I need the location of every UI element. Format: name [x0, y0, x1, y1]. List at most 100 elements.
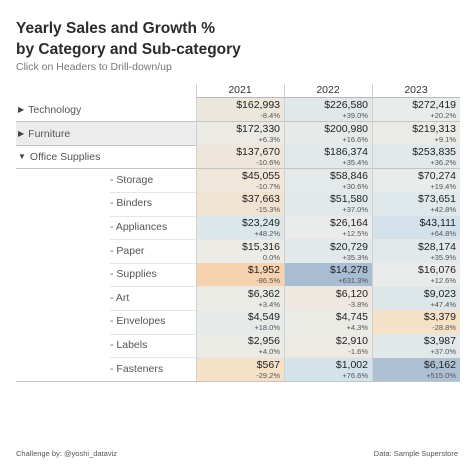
growth-percent: +39.0%	[342, 111, 368, 120]
growth-percent: +35.9%	[430, 252, 456, 262]
caret-right-icon[interactable]: ▶	[18, 128, 25, 138]
growth-percent: +18.0%	[254, 323, 280, 333]
growth-percent: +631.3%	[338, 276, 368, 286]
row-label-text: - Envelopes	[110, 315, 166, 328]
sales-cell-appliances-2021[interactable]: $23,249 +48.2%	[196, 216, 284, 240]
sales-value: $58,846	[330, 169, 368, 182]
sales-cell-supplies-2022[interactable]: $14,278 +631.3%	[284, 263, 372, 287]
caret-down-icon[interactable]: ▼	[18, 152, 26, 162]
sales-cell-appliances-2022[interactable]: $26,164 +12.5%	[284, 216, 372, 240]
sales-cell-paper-2022[interactable]: $20,729 +35.3%	[284, 239, 372, 264]
sales-cell-furniture-2022[interactable]: $200,980 +16.6%	[284, 121, 372, 146]
growth-percent: -15.3%	[256, 205, 280, 215]
growth-percent: +37.0%	[430, 347, 456, 356]
sales-cell-supplies-2023[interactable]: $16,076 +12.6%	[372, 263, 460, 287]
sales-cell-storage-2023[interactable]: $70,274 +19.4%	[372, 168, 460, 193]
year-header-2022: 2022	[316, 84, 340, 96]
subcategory-label-paper: - Paper	[110, 240, 144, 264]
sales-cell-fasteners-2022[interactable]: $1,002 +76.6%	[284, 357, 372, 382]
sales-value: $1,952	[247, 264, 280, 277]
sales-value: $73,651	[418, 193, 456, 206]
category-row-technology: ▶ Technology $162,993 -8.4% $226,580 +39.0% $2…	[16, 98, 460, 122]
column-separator	[196, 84, 197, 382]
column-separator	[284, 84, 285, 382]
growth-percent: -29.2%	[256, 370, 280, 380]
row-label-text: - Appliances	[110, 221, 168, 233]
sales-value: $2,910	[335, 335, 368, 347]
sales-value: $28,174	[418, 240, 456, 253]
sales-cell-paper-2021[interactable]: $15,316 0.0%	[196, 239, 284, 264]
row-label-text: Furniture	[28, 127, 71, 140]
subcategory-row-art: - Art $6,362 +3.4% $6,120 -3.8% $9,023 +47.4%	[16, 286, 460, 311]
growth-percent: +9.1%	[434, 134, 456, 144]
row-label-text: - Fasteners	[110, 362, 164, 375]
sales-cell-office-supplies-2022[interactable]: $186,374 +35.4%	[284, 145, 372, 169]
category-header-furniture[interactable]: ▶ Furniture	[18, 122, 70, 146]
sales-cell-paper-2023[interactable]: $28,174 +35.9%	[372, 239, 460, 264]
subcategory-row-storage: - Storage $45,055 -10.7% $58,846 +30.6% $70,2…	[16, 168, 460, 193]
sales-cell-furniture-2021[interactable]: $172,330 +6.3%	[196, 121, 284, 146]
growth-percent: +515.0%	[426, 370, 456, 380]
sales-cell-fasteners-2021[interactable]: $567 -29.2%	[196, 357, 284, 382]
sales-value: $37,663	[242, 193, 280, 206]
sales-cell-office-supplies-2023[interactable]: $253,835 +36.2%	[372, 145, 460, 169]
subcategory-label-fasteners: - Fasteners	[110, 358, 163, 382]
sales-cell-technology-2021[interactable]: $162,993 -8.4%	[196, 98, 284, 122]
subcategory-row-labels: - Labels $2,956 +4.0% $2,910 -1.6% $3,987 +37.…	[16, 334, 460, 358]
sales-value: $137,670	[236, 146, 280, 159]
category-band	[16, 121, 196, 146]
sales-cell-labels-2021[interactable]: $2,956 +4.0%	[196, 334, 284, 358]
growth-percent: -3.8%	[348, 299, 368, 309]
sales-cell-technology-2023[interactable]: $272,419 +20.2%	[372, 98, 460, 122]
sales-value: $9,023	[423, 287, 456, 300]
growth-percent: +12.5%	[342, 229, 368, 238]
sales-value: $26,164	[330, 217, 368, 229]
sales-value: $3,379	[423, 311, 456, 324]
sales-cell-fasteners-2023[interactable]: $6,162 +515.0%	[372, 357, 460, 382]
growth-percent: +35.3%	[342, 252, 368, 262]
row-label-text: Technology	[28, 104, 82, 116]
sales-cell-office-supplies-2021[interactable]: $137,670 -10.6%	[196, 145, 284, 169]
growth-percent: +76.6%	[342, 370, 368, 380]
sales-cell-envelopes-2021[interactable]: $4,549 +18.0%	[196, 310, 284, 334]
sales-cell-envelopes-2023[interactable]: $3,379 -28.8%	[372, 310, 460, 334]
sales-cell-binders-2021[interactable]: $37,663 -15.3%	[196, 192, 284, 216]
sales-cell-labels-2022[interactable]: $2,910 -1.6%	[284, 334, 372, 358]
growth-percent: -8.4%	[260, 111, 280, 120]
sales-value: $70,274	[418, 169, 456, 182]
sales-cell-supplies-2021[interactable]: $1,952 -86.5%	[196, 263, 284, 287]
sales-value: $2,956	[247, 335, 280, 347]
sales-cell-binders-2023[interactable]: $73,651 +42.8%	[372, 192, 460, 216]
growth-percent: +36.2%	[430, 158, 456, 168]
category-header-office-supplies[interactable]: ▼ Office Supplies	[18, 145, 100, 169]
growth-percent: -10.7%	[256, 181, 280, 191]
sales-cell-furniture-2023[interactable]: $219,313 +9.1%	[372, 121, 460, 146]
title-line-2: by Category and Sub-category	[16, 41, 241, 58]
sales-cell-art-2023[interactable]: $9,023 +47.4%	[372, 286, 460, 311]
sales-value: $4,745	[335, 311, 368, 324]
sales-value: $23,249	[242, 217, 280, 229]
caret-right-icon[interactable]: ▶	[18, 105, 25, 114]
sales-cell-technology-2022[interactable]: $226,580 +39.0%	[284, 98, 372, 122]
sales-cell-storage-2022[interactable]: $58,846 +30.6%	[284, 168, 372, 193]
data-source: Data: Sample Superstore	[373, 449, 458, 458]
growth-percent: -1.6%	[348, 347, 368, 356]
sales-cell-storage-2021[interactable]: $45,055 -10.7%	[196, 168, 284, 193]
subcategory-row-supplies: - Supplies $1,952 -86.5% $14,278 +631.3% $16,…	[16, 263, 460, 287]
growth-percent: 0.0%	[262, 252, 280, 262]
row-label-text: Office Supplies	[29, 151, 101, 164]
sales-cell-envelopes-2022[interactable]: $4,745 +4.3%	[284, 310, 372, 334]
sales-cell-art-2022[interactable]: $6,120 -3.8%	[284, 286, 372, 311]
row-label-text: - Supplies	[110, 268, 157, 281]
subcategory-row-paper: - Paper $15,316 0.0% $20,729 +35.3% $28,174 +3…	[16, 239, 460, 264]
sales-value: $567	[256, 358, 280, 371]
growth-percent: +30.6%	[342, 181, 368, 191]
sales-cell-labels-2023[interactable]: $3,987 +37.0%	[372, 334, 460, 358]
sales-cell-art-2021[interactable]: $6,362 +3.4%	[196, 286, 284, 311]
sales-cell-binders-2022[interactable]: $51,580 +37.0%	[284, 192, 372, 216]
sales-cell-appliances-2023[interactable]: $43,111 +64.8%	[372, 216, 460, 240]
category-header-technology[interactable]: ▶ Technology	[18, 98, 81, 122]
subcategory-row-appliances: - Appliances $23,249 +48.2% $26,164 +12.5% $4…	[16, 216, 460, 240]
growth-percent: +42.8%	[430, 205, 456, 215]
subtitle: Click on Headers to Drill-down/up	[16, 61, 172, 73]
